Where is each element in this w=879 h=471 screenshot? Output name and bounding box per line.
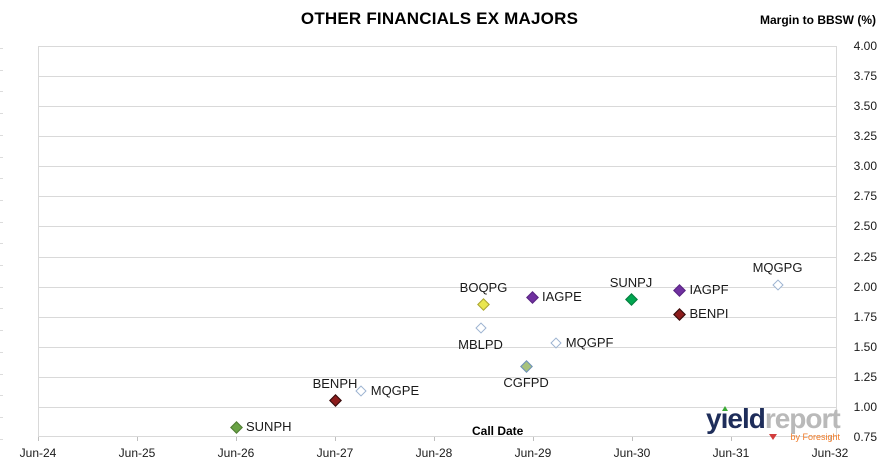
left-edge-tick (0, 48, 3, 49)
x-tick-label: Jun-32 (811, 446, 849, 460)
logo-byline: by Foresight (790, 432, 840, 442)
left-edge-tick (0, 265, 3, 266)
gridline (39, 346, 836, 348)
gridline (39, 196, 836, 198)
x-axis-tick (533, 437, 534, 441)
plot-area (38, 46, 837, 437)
y-tick-label: 3.00 (853, 159, 877, 174)
y-tick-label: 3.75 (853, 69, 877, 84)
yieldreport-logo: yı eldreport by Foresight (700, 403, 845, 443)
x-axis-tick (38, 437, 39, 441)
data-point-label-mblpd: MBLPD (458, 336, 503, 352)
x-tick-label: Jun-29 (514, 446, 552, 460)
left-edge-tick (0, 221, 3, 223)
y-axis-title: Margin to BBSW (%) (760, 13, 876, 27)
gridline (39, 76, 836, 78)
logo-text: yı eldreport (706, 403, 841, 435)
data-point-label-iagpf: IAGPF (689, 282, 729, 298)
x-axis-tick (137, 437, 138, 441)
gridline (39, 316, 836, 318)
x-tick-label: Jun-24 (19, 446, 57, 460)
logo-i: ı (720, 403, 729, 434)
x-tick-label: Jun-27 (316, 446, 354, 460)
x-axis-tick (236, 437, 237, 441)
y-tick-label: 2.00 (853, 279, 877, 294)
gridline (39, 226, 836, 228)
x-tick-label: Jun-31 (712, 446, 750, 460)
logo-green-accent-icon (721, 406, 728, 411)
data-point-label-iagpe: IAGPE (542, 289, 582, 305)
y-tick-label: 1.75 (853, 309, 877, 324)
x-axis-tick (434, 437, 435, 441)
logo-caret-icon (769, 434, 777, 440)
y-tick-label: 1.00 (853, 399, 877, 414)
gridline (39, 136, 836, 138)
chart-title: OTHER FINANCIALS EX MAJORS (300, 9, 579, 28)
y-tick-label: 4.00 (853, 39, 877, 53)
y-tick-label: 2.50 (853, 219, 877, 234)
y-tick-label: 1.50 (853, 339, 877, 354)
data-point-label-cgfpd: CGFPD (503, 375, 549, 391)
gridline (39, 256, 836, 258)
left-edge-tick (0, 308, 3, 310)
y-tick-label: 3.50 (853, 99, 877, 114)
data-point-label-benph: BENPH (312, 375, 358, 391)
y-tick-label: 2.25 (853, 249, 877, 264)
gridline (39, 286, 836, 288)
gridline (39, 406, 836, 408)
x-axis-title: Call Date (472, 424, 524, 438)
x-axis-tick (830, 437, 831, 441)
y-tick-label: 1.25 (853, 369, 877, 384)
left-edge-tick (0, 438, 3, 440)
data-point-label-mqgpf: MQGPF (565, 335, 614, 351)
data-point-label-mqgpe: MQGPE (370, 383, 420, 399)
x-tick-label: Jun-28 (415, 446, 453, 460)
left-edge-tick (0, 395, 3, 397)
data-point-label-mqgpg: MQGPG (752, 260, 803, 276)
left-edge-tick (0, 69, 3, 71)
data-point-label-sunpj: SUNPJ (609, 274, 653, 290)
x-tick-label: Jun-25 (118, 446, 156, 460)
x-axis-tick (335, 437, 336, 441)
gridline (39, 166, 836, 168)
left-edge-tick (0, 243, 3, 245)
logo-brand-primary: yı eld (706, 403, 766, 434)
data-point-label-boqpg: BOQPG (459, 279, 508, 295)
y-tick-label: 2.75 (853, 189, 877, 204)
data-point-label-sunph: SUNPH (246, 419, 292, 435)
left-edge-tick (0, 373, 3, 375)
logo-brand-secondary: report (764, 403, 841, 434)
x-axis-tick (632, 437, 633, 441)
left-edge-tick (0, 156, 3, 158)
x-tick-label: Jun-30 (613, 446, 651, 460)
left-edge-tick (0, 134, 3, 136)
x-axis-tick (731, 437, 732, 441)
data-point-label-benpi: BENPI (689, 306, 729, 322)
gridline (39, 376, 836, 378)
left-edge-tick (0, 91, 3, 93)
left-edge-tick (0, 286, 3, 288)
gridline (39, 106, 836, 108)
y-tick-label: 0.75 (853, 430, 877, 444)
left-edge-tick (0, 416, 3, 418)
left-edge-tick (0, 178, 3, 180)
left-edge-tick (0, 330, 3, 332)
left-edge-tick (0, 351, 3, 353)
left-edge-tick (0, 113, 3, 115)
left-edge-tick (0, 199, 3, 201)
y-tick-label: 3.25 (853, 129, 877, 144)
x-tick-label: Jun-26 (217, 446, 255, 460)
